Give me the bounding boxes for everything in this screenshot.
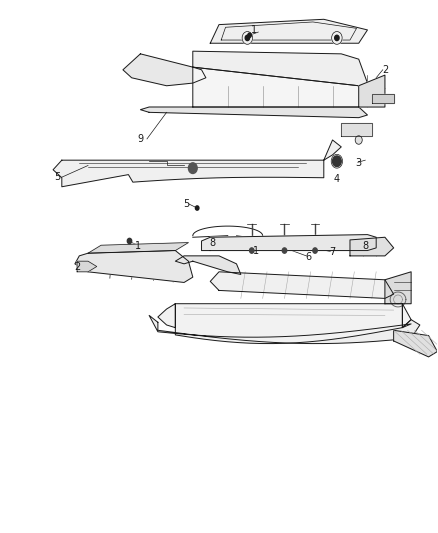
Polygon shape xyxy=(123,54,206,86)
Circle shape xyxy=(355,136,362,144)
Polygon shape xyxy=(341,123,372,136)
Circle shape xyxy=(245,35,250,41)
Polygon shape xyxy=(359,75,385,107)
Text: 2: 2 xyxy=(74,262,80,271)
Polygon shape xyxy=(149,316,420,344)
Circle shape xyxy=(283,248,287,253)
Circle shape xyxy=(335,35,339,41)
Text: 9: 9 xyxy=(138,134,144,144)
Polygon shape xyxy=(210,272,394,298)
Text: 1: 1 xyxy=(135,241,141,251)
Text: 1: 1 xyxy=(253,246,259,255)
Polygon shape xyxy=(394,330,437,357)
Text: 8: 8 xyxy=(362,241,368,251)
Text: 3: 3 xyxy=(356,158,362,168)
Circle shape xyxy=(188,163,197,173)
Polygon shape xyxy=(75,251,193,282)
Circle shape xyxy=(250,248,254,253)
Text: 8: 8 xyxy=(209,238,215,247)
Polygon shape xyxy=(201,235,376,251)
Text: 5: 5 xyxy=(183,199,189,209)
Circle shape xyxy=(242,31,253,44)
Circle shape xyxy=(332,31,342,44)
Text: 6: 6 xyxy=(305,252,311,262)
Circle shape xyxy=(195,206,199,210)
Circle shape xyxy=(248,33,251,37)
Text: 2: 2 xyxy=(382,65,388,75)
Polygon shape xyxy=(158,304,411,344)
Polygon shape xyxy=(193,67,359,107)
Polygon shape xyxy=(372,94,394,103)
Circle shape xyxy=(332,156,341,166)
Polygon shape xyxy=(385,272,411,304)
Circle shape xyxy=(127,238,132,244)
Polygon shape xyxy=(350,237,394,256)
Polygon shape xyxy=(175,256,241,274)
Text: 7: 7 xyxy=(329,247,336,256)
Text: 4: 4 xyxy=(334,174,340,184)
Polygon shape xyxy=(88,243,188,253)
Text: 5: 5 xyxy=(54,172,60,182)
Polygon shape xyxy=(193,51,367,86)
Polygon shape xyxy=(210,19,367,43)
Polygon shape xyxy=(53,140,341,187)
Polygon shape xyxy=(141,107,367,118)
Text: 1: 1 xyxy=(251,25,257,35)
Circle shape xyxy=(313,248,317,253)
Polygon shape xyxy=(77,261,97,272)
